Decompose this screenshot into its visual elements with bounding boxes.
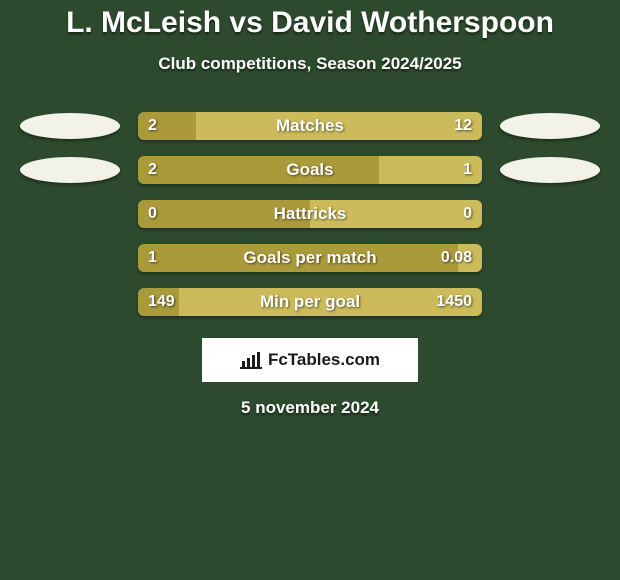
left-segment xyxy=(138,200,310,228)
stat-row: 00Hattricks xyxy=(0,200,620,228)
stat-bar: 21Goals xyxy=(138,156,482,184)
stat-bar: 10.08Goals per match xyxy=(138,244,482,272)
left-segment xyxy=(138,288,179,316)
right-segment xyxy=(196,112,482,140)
page-title: L. McLeish vs David Wotherspoon xyxy=(0,0,620,40)
left-ellipse xyxy=(20,113,120,139)
subtitle: Club competitions, Season 2024/2025 xyxy=(0,54,620,74)
right-segment xyxy=(310,200,482,228)
stat-row: 10.08Goals per match xyxy=(0,244,620,272)
stat-row: 1491450Min per goal xyxy=(0,288,620,316)
right-segment xyxy=(179,288,482,316)
left-segment xyxy=(138,156,379,184)
stat-bar: 00Hattricks xyxy=(138,200,482,228)
comparison-infographic: L. McLeish vs David Wotherspoon Club com… xyxy=(0,0,620,580)
left-ellipse xyxy=(20,157,120,183)
brand-chart-icon xyxy=(240,351,262,369)
right-ellipse xyxy=(500,113,600,139)
date-text: 5 november 2024 xyxy=(0,398,620,418)
stat-bar: 1491450Min per goal xyxy=(138,288,482,316)
left-segment xyxy=(138,112,196,140)
right-segment xyxy=(458,244,482,272)
stat-rows: 212Matches 21Goals 00Hattricks 10.08Goals p… xyxy=(0,112,620,316)
brand-badge: FcTables.com xyxy=(202,338,418,382)
brand-text: FcTables.com xyxy=(268,350,380,370)
right-segment xyxy=(379,156,482,184)
stat-row: 21Goals xyxy=(0,156,620,184)
left-segment xyxy=(138,244,458,272)
stat-bar: 212Matches xyxy=(138,112,482,140)
right-ellipse xyxy=(500,157,600,183)
stat-row: 212Matches xyxy=(0,112,620,140)
